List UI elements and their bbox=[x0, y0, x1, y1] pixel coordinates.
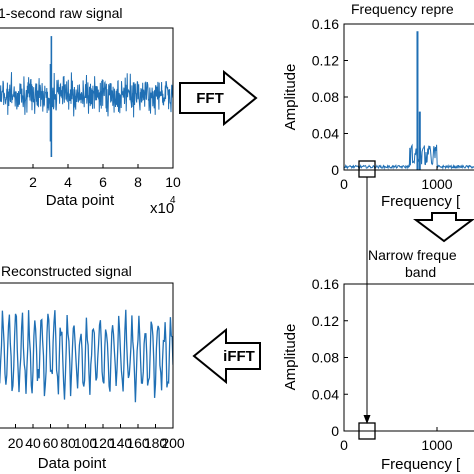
down-arrow-shape bbox=[413, 212, 474, 243]
ifft-arrow: iFFT bbox=[192, 327, 261, 385]
y-tick-label: 0.12 bbox=[312, 53, 339, 69]
rec-x-tick-label: 120 bbox=[91, 435, 115, 451]
x-tick-label: 1000 bbox=[421, 437, 452, 453]
y-tick-label: 0.04 bbox=[312, 386, 339, 402]
narrow-band-x-ticks: 01000200 bbox=[340, 427, 453, 453]
raw-signal-line bbox=[0, 72, 173, 118]
rec-x-tick-label: 180 bbox=[144, 435, 168, 451]
narrow-band-label-line2: band bbox=[405, 264, 436, 280]
frequency-spectrum-plot bbox=[344, 31, 474, 170]
frequency-panel: Frequency repre 00.040.080.120.16 010002… bbox=[282, 1, 474, 210]
y-tick-label: 0 bbox=[331, 423, 339, 439]
narrow-band-label-line1: Narrow freque bbox=[368, 247, 457, 263]
rec-x-tick-label: 160 bbox=[126, 435, 150, 451]
narrow-band-xlabel: Frequency [ bbox=[381, 456, 461, 473]
rec-x-tick-label: 200 bbox=[161, 435, 185, 451]
fft-arrow: FFT bbox=[179, 69, 258, 127]
reconstructed-line bbox=[0, 309, 173, 403]
narrow-band-y-ticks: 0 0.04 0.08 0.12 0.16 bbox=[312, 276, 348, 439]
x-tick-label: 0 bbox=[340, 437, 348, 453]
frequency-x-ticks: 01000200 bbox=[340, 166, 453, 192]
raw-x-tick-label: 2 bbox=[29, 174, 37, 190]
raw-x-tick-label: 10 bbox=[165, 174, 181, 190]
rec-x-tick-label: 100 bbox=[74, 435, 98, 451]
x-tick-label: 1000 bbox=[421, 176, 452, 192]
ifft-arrow-shape bbox=[192, 327, 261, 385]
raw-signal-panel: 1-second raw signal 2 4 6 8 10 Data point x1… bbox=[0, 5, 181, 217]
narrow-band-panel: 00.040.080.120.16 01000200 Amplitude Fre… bbox=[282, 276, 474, 473]
band-selection-box-top bbox=[358, 160, 376, 178]
narrow-band-arrow: Narrow freque band bbox=[368, 212, 474, 280]
frequency-axes bbox=[343, 23, 474, 171]
raw-signal-multiplier-exponent: 4 bbox=[170, 195, 176, 206]
y-tick-label: 0.16 bbox=[312, 16, 339, 32]
raw-signal-x-ticks: 2 4 6 8 10 bbox=[29, 164, 181, 190]
y-tick-label: 0.08 bbox=[312, 350, 339, 366]
rec-x-tick-label: 80 bbox=[60, 435, 76, 451]
y-tick-label: 0 bbox=[331, 162, 339, 178]
ifft-arrow-label: iFFT bbox=[223, 348, 255, 365]
y-tick-label: 0.12 bbox=[312, 313, 339, 329]
raw-signal-plot bbox=[0, 36, 173, 157]
reconstructed-panel: Reconstructed signal 20 40 60 8010012014016… bbox=[0, 263, 185, 472]
spectrum-line bbox=[344, 143, 474, 170]
frequency-ylabel: Amplitude bbox=[282, 64, 299, 131]
band-selection-box-bottom bbox=[358, 422, 376, 440]
rec-x-tick-label: 140 bbox=[109, 435, 133, 451]
frequency-y-ticks: 0 0.04 0.08 0.12 0.16 bbox=[312, 16, 348, 178]
frequency-xlabel: Frequency [ bbox=[381, 193, 461, 210]
raw-x-tick-label: 6 bbox=[99, 174, 107, 190]
reconstructed-title: Reconstructed signal bbox=[1, 263, 132, 279]
raw-x-tick-label: 8 bbox=[134, 174, 142, 190]
band-selection-connector bbox=[358, 160, 376, 440]
rec-x-tick-label: 60 bbox=[43, 435, 59, 451]
y-tick-label: 0.08 bbox=[312, 89, 339, 105]
raw-signal-xlabel: Data point bbox=[46, 192, 115, 209]
connector-arrowhead bbox=[363, 415, 371, 424]
raw-signal-multiplier: x10 bbox=[150, 200, 174, 217]
raw-signal-axes bbox=[0, 27, 174, 169]
y-tick-label: 0.16 bbox=[312, 276, 339, 292]
reconstructed-xlabel: Data point bbox=[38, 455, 107, 472]
raw-signal-title: 1-second raw signal bbox=[0, 5, 123, 21]
y-tick-label: 0.04 bbox=[312, 126, 339, 142]
rec-x-tick-label: 40 bbox=[25, 435, 41, 451]
x-tick-label: 0 bbox=[340, 176, 348, 192]
raw-x-tick-label: 4 bbox=[64, 174, 72, 190]
fft-arrow-shape bbox=[179, 69, 258, 127]
narrow-band-axes bbox=[343, 283, 474, 432]
fft-arrow-label: FFT bbox=[196, 90, 224, 107]
frequency-title: Frequency repre bbox=[351, 1, 454, 17]
rec-x-tick-label: 20 bbox=[8, 435, 24, 451]
reconstructed-signal-plot bbox=[0, 309, 173, 403]
narrow-band-ylabel: Amplitude bbox=[282, 324, 299, 391]
